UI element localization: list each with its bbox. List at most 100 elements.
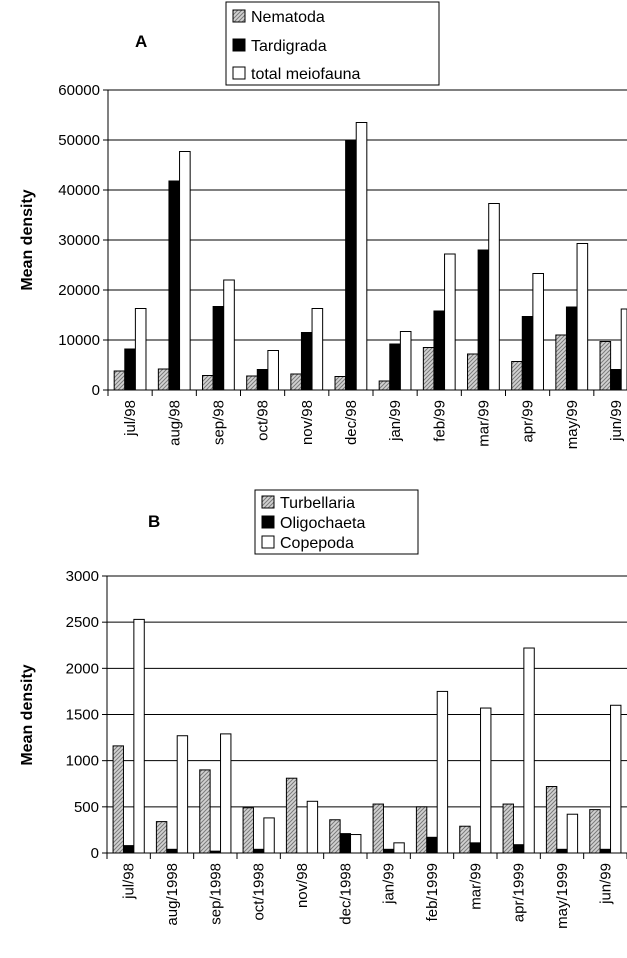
panel-b-x-tick-label-jun-99: jun/99 [597, 863, 614, 905]
panel-a-bar-tardigrada-may-99 [565, 306, 578, 391]
panel-b-y-axis-title: Mean density [19, 664, 36, 765]
panel-a-bar-nematoda-jun-99 [599, 341, 612, 391]
panel-a-bar-tardigrada-sep-98 [212, 306, 225, 391]
legend-swatch-nematoda [232, 9, 246, 23]
panel-b-bar-oligochaeta-apr-1999 [512, 844, 525, 854]
panel-a-bar-total-meiofauna-sep-98 [223, 279, 235, 391]
legend-swatch-total-meiofauna [232, 66, 246, 80]
legend-label-total-meiofauna: total meiofauna [251, 66, 361, 83]
panel-a-x-tick-label-jun-99: jun/99 [608, 400, 625, 442]
panel-a-bar-nematoda-nov-98 [290, 373, 302, 391]
panel-a-bar-total-meiofauna-may-99 [576, 243, 589, 391]
panel-a-bar-total-meiofauna-aug-98 [179, 151, 191, 391]
panel-a-bar-total-meiofauna-jun-99 [620, 308, 627, 391]
panel-a-bar-tardigrada-dec-98 [345, 139, 357, 391]
panel-b-y-tick-label: 2000 [66, 660, 99, 677]
legend-swatch-turbellaria [261, 495, 275, 509]
panel-b-bar-turbellaria-feb-1999 [415, 806, 428, 854]
panel-b-x-tick-label-jan-99: jan/99 [381, 863, 398, 905]
panel-a-bar-total-meiofauna-jan-99 [399, 331, 412, 391]
panel-b-bar-turbellaria-dec-1998 [329, 819, 341, 854]
chart-panel-a: A Nematoda Tardigrada total meiofauna Me… [19, 1, 627, 449]
panel-a-bar-tardigrada-jul-98 [124, 348, 136, 391]
panel-b-bar-copepoda-aug-1998 [176, 735, 189, 854]
panel-a-bar-tardigrada-aug-98 [168, 180, 181, 391]
panel-b-label: B [148, 512, 160, 531]
panel-b-bar-turbellaria-sep-1998 [199, 769, 211, 854]
panel-a-y-axis-title: Mean density [19, 189, 36, 290]
panel-a-y-tick-label: 0 [92, 382, 100, 399]
chart-panel-b: B Turbellaria Oligochaeta Copepoda Mean … [19, 489, 627, 929]
legend-label-tardigrada: Tardigrada [251, 38, 327, 55]
panel-b-plot: 0 500 1000 1500 2000 2500 3000 jul/98 aug/1998 se… [66, 568, 627, 929]
panel-b-bar-copepoda-nov-98 [306, 800, 319, 854]
panel-b-legend: Turbellaria Oligochaeta Copepoda [254, 489, 419, 555]
panel-a-y-tick-label: 20000 [58, 282, 100, 299]
panel-a-bar-total-meiofauna-nov-98 [311, 308, 324, 391]
panel-b-bar-copepoda-jun-99 [610, 704, 622, 854]
panel-b-y-tick-label: 3000 [66, 568, 99, 585]
panel-b-bar-copepoda-sep-1998 [220, 733, 232, 854]
legend-swatch-oligochaeta [261, 515, 275, 529]
panel-a-bar-total-meiofauna-oct-98 [267, 350, 279, 391]
panel-b-x-tick-label-aug-1998: aug/1998 [164, 863, 181, 926]
panel-b-bar-copepoda-jul-98 [133, 618, 145, 854]
panel-b-bar-turbellaria-apr-1999 [502, 803, 514, 854]
panel-b-bar-oligochaeta-jul-98 [122, 845, 135, 854]
panel-a-plot: 0 10000 20000 30000 40000 50000 60000 jul/98 aug… [58, 82, 627, 449]
panel-b-y-tick-label: 1000 [66, 753, 99, 770]
panel-b-bar-oligochaeta-dec-1998 [339, 833, 352, 854]
panel-a-bar-nematoda-mar-99 [467, 353, 479, 391]
panel-a-bar-tardigrada-jun-99 [610, 369, 622, 391]
panel-a-bar-nematoda-sep-98 [202, 375, 214, 391]
panel-a-bar-total-meiofauna-apr-99 [532, 273, 544, 391]
panel-a-x-tick-label-dec-98: dec/98 [343, 400, 360, 445]
panel-a-y-tick-label: 50000 [58, 132, 100, 149]
panel-b-bar-copepoda-may-1999 [566, 813, 579, 854]
panel-b-bar-turbellaria-nov-98 [285, 777, 298, 854]
panel-a-bar-tardigrada-nov-98 [300, 332, 313, 391]
panel-b-bar-oligochaeta-jun-99 [599, 848, 612, 854]
panel-b-x-tick-label-sep-1998: sep/1998 [207, 863, 224, 925]
panel-a-bar-total-meiofauna-feb-99 [444, 253, 456, 391]
panel-a-bar-nematoda-feb-99 [422, 347, 435, 391]
panel-a-bar-nematoda-apr-99 [511, 361, 523, 391]
panel-a-x-tick-label-nov-98: nov/98 [299, 400, 316, 445]
panel-a-bar-tardigrada-feb-99 [433, 310, 446, 391]
panel-a-bar-total-meiofauna-jul-98 [134, 308, 147, 391]
panel-b-x-tick-label-apr-1999: apr/1999 [511, 863, 528, 922]
panel-b-bar-copepoda-oct-1998 [263, 817, 275, 854]
panel-a-x-tick-label-jul-98: jul/98 [122, 400, 139, 437]
panel-a-bar-nematoda-oct-98 [246, 375, 258, 391]
panel-a-y-tick-label: 60000 [58, 82, 100, 99]
panel-b-bar-turbellaria-jan-99 [372, 803, 384, 854]
panel-b-bar-oligochaeta-feb-1999 [426, 836, 438, 854]
panel-b-bar-turbellaria-jul-98 [112, 745, 124, 854]
panel-a-bar-nematoda-jul-98 [113, 370, 126, 391]
panel-a-x-tick-label-oct-98: oct/98 [255, 400, 272, 441]
panel-a-x-tick-label-feb-99: feb/99 [431, 400, 448, 442]
panel-b-bar-oligochaeta-mar-99 [469, 842, 482, 854]
panel-b-y-tick-label: 0 [91, 845, 99, 862]
panel-b-x-tick-label-jul-98: jul/98 [121, 863, 138, 900]
legend-label-turbellaria: Turbellaria [280, 495, 355, 512]
legend-swatch-copepoda [261, 535, 275, 549]
panel-a-legend-box [225, 1, 440, 86]
panel-b-bar-copepoda-mar-99 [480, 707, 492, 854]
panel-a-bar-nematoda-aug-98 [157, 368, 170, 391]
panel-a-bar-total-meiofauna-dec-98 [355, 122, 368, 391]
panel-a-bar-nematoda-dec-98 [334, 376, 347, 391]
panel-b-legend-box [254, 489, 419, 555]
panel-b-bar-turbellaria-mar-99 [459, 825, 471, 854]
panel-a-bar-nematoda-jan-99 [378, 380, 391, 391]
panel-a-bar-tardigrada-oct-98 [256, 369, 269, 391]
panel-b-x-tick-label-mar-99: mar/99 [467, 863, 484, 910]
panel-a-bar-nematoda-may-99 [555, 334, 567, 391]
panel-b-bar-oligochaeta-jan-99 [382, 848, 395, 854]
panel-b-bar-turbellaria-jun-99 [589, 809, 601, 854]
panel-b-bar-copepoda-dec-1998 [350, 834, 362, 854]
panel-b-x-tick-label-nov-98: nov/98 [294, 863, 311, 908]
panel-a-x-tick-label-apr-99: apr/99 [520, 400, 537, 443]
panel-b-bar-copepoda-apr-1999 [523, 647, 535, 854]
